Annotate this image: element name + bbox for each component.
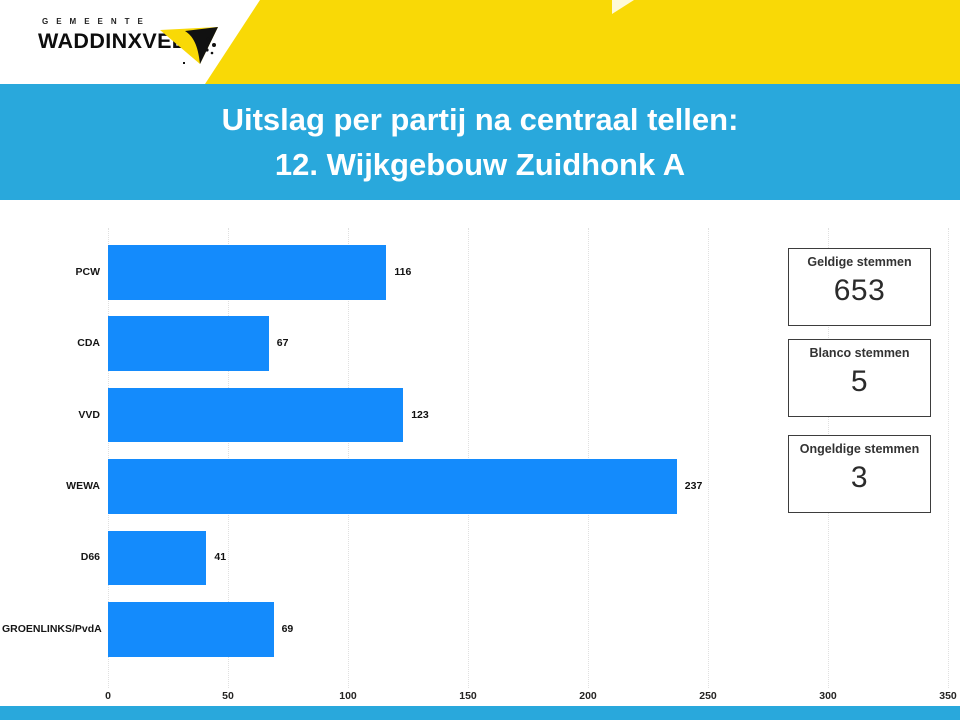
bar-value-label: 41 [214, 551, 227, 564]
category-label: VVD [78, 408, 100, 421]
category-label: WEWA [66, 479, 100, 492]
bar-value-label: 67 [276, 337, 289, 350]
x-tick-label-200: 200 [579, 690, 597, 702]
logo-dot [183, 62, 185, 64]
bar [108, 530, 207, 586]
x-tick-label-250: 250 [699, 690, 717, 702]
category-label: D66 [80, 551, 100, 564]
title-band: Uitslag per partij na centraal tellen: 1… [0, 84, 960, 200]
bar [108, 245, 387, 300]
bar [108, 602, 274, 657]
waddinxveen-flag-icon [160, 27, 218, 64]
category-label: GROENLINKS/PvdA [2, 622, 102, 635]
bar-value-label: 116 [394, 265, 412, 278]
category-label: PCW [75, 265, 101, 278]
gridline-150 [468, 228, 469, 688]
page-title-line-1: Uitslag per partij na centraal tellen: [221, 102, 739, 137]
x-tick-label-300: 300 [819, 690, 837, 702]
kpi-label-invalid-votes: Ongeldige stemmen [799, 442, 920, 456]
waddinxveen-logo: GEMEENTE WADDINXVEEN [38, 14, 238, 74]
kpi-label-blank-votes: Blanco stemmen [809, 346, 910, 360]
page-title-line-2: 12. Wijkgebouw Zuidhonk A [274, 147, 686, 182]
header-yellow-band [205, 0, 960, 84]
gridline-250 [708, 228, 709, 688]
gridline-100 [348, 228, 349, 688]
footer-accent-bar [0, 706, 960, 720]
bar-value-label: 123 [411, 408, 429, 421]
kpi-card-blank-votes: Blanco stemmen 5 [788, 339, 931, 417]
bar-value-label: 69 [281, 622, 294, 635]
yellow-band-seam [612, 0, 634, 14]
kpi-value-blank-votes: 5 [850, 365, 869, 398]
gridline-350 [948, 228, 949, 688]
bar [108, 387, 404, 443]
kpi-value-valid-votes: 653 [833, 274, 886, 307]
x-tick-label-100: 100 [339, 690, 357, 702]
kpi-card-invalid-votes: Ongeldige stemmen 3 [788, 435, 931, 513]
gemeente-label: GEMEENTE [42, 17, 151, 26]
kpi-value-invalid-votes: 3 [850, 461, 869, 494]
kpi-card-valid-votes: Geldige stemmen 653 [788, 248, 931, 326]
x-tick-label-350: 350 [939, 690, 957, 702]
bar-value-label: 237 [684, 479, 703, 492]
yellow-diagonal-shape [205, 0, 960, 84]
kpi-label-valid-votes: Geldige stemmen [807, 255, 912, 269]
bar [108, 459, 677, 514]
category-label: CDA [77, 337, 100, 350]
bar [108, 316, 269, 371]
x-tick-label-150: 150 [459, 690, 477, 702]
gridline-0 [108, 228, 109, 688]
x-tick-label-50: 50 [222, 690, 234, 702]
gridline-50 [228, 228, 229, 688]
x-tick-label-0: 0 [105, 690, 111, 702]
gridline-200 [588, 228, 589, 688]
